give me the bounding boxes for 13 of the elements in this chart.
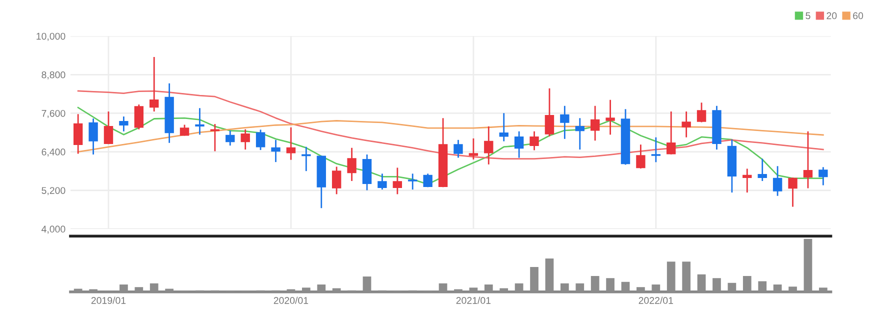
x-tick-label: 2022/01 — [638, 296, 674, 304]
x-tick-label: 2020/01 — [274, 296, 308, 304]
y-tick-label: 7,600 — [42, 110, 66, 118]
legend-label: 20 — [826, 12, 837, 20]
y-tick-label: 6,400 — [42, 148, 66, 157]
legend-label: 5 — [806, 12, 810, 20]
y-tick-label: 4,000 — [42, 226, 66, 234]
y-tick-label: 8,800 — [42, 71, 66, 80]
x-tick-label: 2021/01 — [456, 296, 491, 304]
legend-label: 60 — [853, 12, 864, 20]
x-tick-label: 2019/01 — [91, 296, 126, 304]
y-tick-label: 5,200 — [42, 187, 66, 196]
y-tick-label: 10,000 — [36, 32, 66, 41]
